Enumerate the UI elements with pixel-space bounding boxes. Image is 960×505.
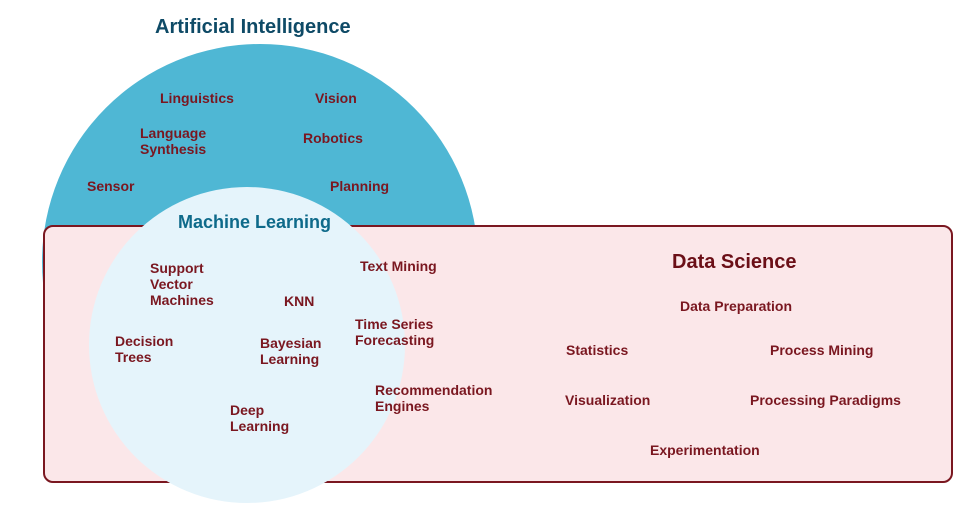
- term-ai-2: Language Synthesis: [140, 125, 206, 157]
- term-ml-2: Decision Trees: [115, 333, 173, 365]
- term-ai-3: Robotics: [303, 130, 363, 146]
- term-ds-5: Experimentation: [650, 442, 760, 458]
- term-ds-2: Process Mining: [770, 342, 873, 358]
- term-overlap_ml_ds-2: Recommendation Engines: [375, 382, 492, 414]
- ds-title: Data Science: [672, 251, 797, 274]
- term-ds-1: Statistics: [566, 342, 628, 358]
- term-ai-4: Sensor: [87, 178, 134, 194]
- term-ml-0: Support Vector Machines: [150, 260, 214, 308]
- term-ml-1: KNN: [284, 293, 314, 309]
- term-ds-3: Visualization: [565, 392, 650, 408]
- ml-title: Machine Learning: [178, 212, 331, 233]
- term-overlap_ml_ds-0: Text Mining: [360, 258, 437, 274]
- term-overlap_ml_ds-1: Time Series Forecasting: [355, 316, 434, 348]
- ai-title: Artificial Intelligence: [155, 16, 351, 39]
- term-ai-1: Vision: [315, 90, 357, 106]
- term-ml-4: Deep Learning: [230, 402, 289, 434]
- term-ai-0: Linguistics: [160, 90, 234, 106]
- term-ds-0: Data Preparation: [680, 298, 792, 314]
- term-ai-5: Planning: [330, 178, 389, 194]
- term-ds-4: Processing Paradigms: [750, 392, 901, 408]
- term-ml-3: Bayesian Learning: [260, 335, 321, 367]
